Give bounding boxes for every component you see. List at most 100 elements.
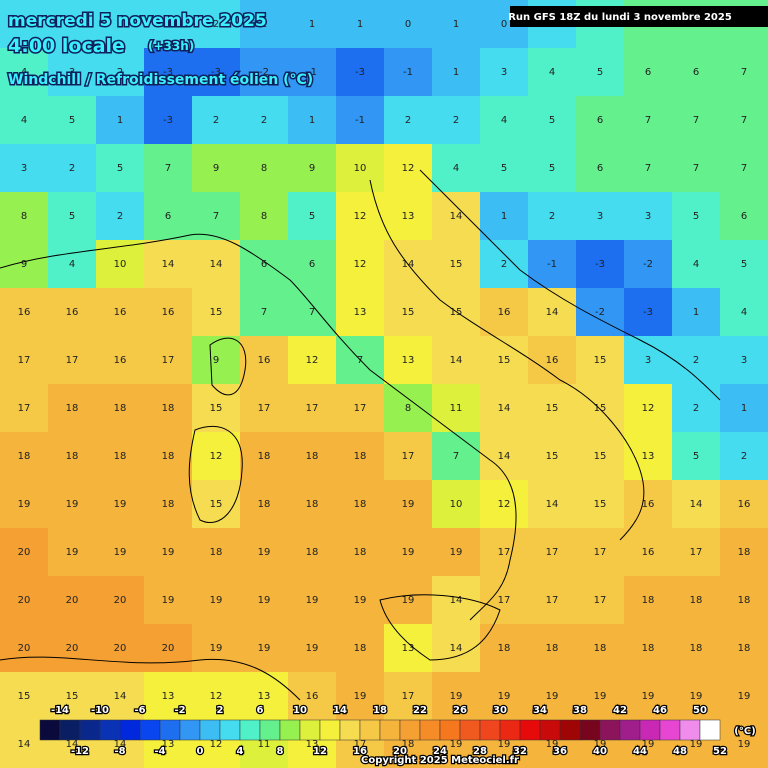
temperature-value: 5 bbox=[501, 163, 507, 174]
temperature-cell bbox=[576, 384, 625, 433]
temperature-value: 19 bbox=[306, 643, 319, 654]
temperature-cell bbox=[0, 384, 49, 433]
temperature-cell bbox=[144, 432, 193, 481]
temperature-value: 17 bbox=[354, 403, 367, 414]
temperature-cell bbox=[720, 672, 768, 721]
temperature-value: 6 bbox=[309, 259, 315, 270]
temperature-cell bbox=[528, 192, 577, 241]
temperature-cell bbox=[144, 240, 193, 289]
temperature-cell bbox=[480, 672, 529, 721]
temperature-cell bbox=[240, 0, 289, 49]
temperature-cell bbox=[144, 528, 193, 577]
temperature-value: 18 bbox=[258, 451, 271, 462]
temperature-value: 5 bbox=[309, 211, 315, 222]
temperature-cell bbox=[672, 432, 721, 481]
temperature-cell bbox=[720, 48, 768, 97]
temperature-value: 0 bbox=[501, 19, 507, 30]
temperature-cell bbox=[288, 288, 337, 337]
temperature-cell bbox=[96, 576, 145, 625]
temperature-value: -3 bbox=[643, 307, 653, 318]
temperature-cell bbox=[192, 336, 241, 385]
legend-label: 30 bbox=[493, 705, 507, 716]
temperature-cell bbox=[192, 240, 241, 289]
temperature-value: 1 bbox=[741, 403, 747, 414]
temperature-cell bbox=[336, 528, 385, 577]
temperature-value: 19 bbox=[738, 739, 751, 750]
temperature-value: 4 bbox=[741, 307, 747, 318]
temperature-value: 4 bbox=[453, 163, 459, 174]
temperature-value: -1 bbox=[355, 115, 365, 126]
temperature-cell bbox=[624, 48, 673, 97]
temperature-value: 2 bbox=[549, 211, 555, 222]
temperature-cell bbox=[576, 48, 625, 97]
temperature-cell bbox=[528, 48, 577, 97]
temperature-cell bbox=[144, 624, 193, 673]
temperature-value: 5 bbox=[693, 451, 699, 462]
legend-label: 20 bbox=[393, 746, 407, 757]
legend-swatch bbox=[299, 719, 321, 741]
temperature-cell bbox=[48, 672, 97, 721]
temperature-cell bbox=[96, 96, 145, 145]
legend-swatch bbox=[159, 719, 181, 741]
temperature-cell bbox=[240, 144, 289, 193]
temperature-value: 13 bbox=[162, 739, 175, 750]
temperature-value: 14 bbox=[498, 403, 511, 414]
temperature-value: 14 bbox=[546, 307, 559, 318]
temperature-cell bbox=[0, 48, 49, 97]
temperature-value: 19 bbox=[354, 691, 367, 702]
temperature-value: 17 bbox=[402, 691, 415, 702]
temperature-cell bbox=[192, 48, 241, 97]
temperature-cell bbox=[0, 480, 49, 529]
temperature-value: 20 bbox=[114, 595, 127, 606]
legend-label: 0 bbox=[197, 746, 204, 757]
temperature-cell bbox=[336, 0, 385, 49]
temperature-cell bbox=[480, 288, 529, 337]
temperature-value: 19 bbox=[546, 691, 559, 702]
temperature-value: 15 bbox=[546, 403, 559, 414]
temperature-value: -3 bbox=[211, 67, 221, 78]
temperature-value: -1 bbox=[403, 67, 413, 78]
coastline bbox=[0, 169, 721, 701]
temperature-cell bbox=[192, 624, 241, 673]
temperature-value: 17 bbox=[498, 547, 511, 558]
temperature-value: 15 bbox=[594, 499, 607, 510]
temperature-cell bbox=[528, 432, 577, 481]
temperature-cell bbox=[96, 0, 145, 49]
temperature-value: 3 bbox=[69, 67, 75, 78]
temperature-cell bbox=[672, 192, 721, 241]
temperature-cell bbox=[624, 480, 673, 529]
temperature-value: 14 bbox=[162, 259, 175, 270]
temperature-value: 11 bbox=[450, 403, 463, 414]
temperature-cell bbox=[240, 384, 289, 433]
temperature-value: 7 bbox=[309, 307, 315, 318]
temperature-cell bbox=[432, 0, 481, 49]
temperature-value: 12 bbox=[402, 163, 415, 174]
legend-label: -2 bbox=[174, 705, 185, 716]
legend-label: -14 bbox=[51, 705, 69, 716]
temperature-value: 3 bbox=[117, 19, 123, 30]
legend-swatch bbox=[179, 719, 201, 741]
temperature-cell bbox=[432, 240, 481, 289]
temperature-value: 14 bbox=[114, 691, 127, 702]
legend-swatch bbox=[99, 719, 121, 741]
temperature-cell bbox=[480, 336, 529, 385]
temperature-cell bbox=[384, 528, 433, 577]
temperature-cell bbox=[720, 144, 768, 193]
legend-swatch bbox=[59, 719, 81, 741]
temperature-cell bbox=[288, 192, 337, 241]
temperature-cell bbox=[336, 288, 385, 337]
temperature-value: 19 bbox=[210, 595, 223, 606]
legend-swatch bbox=[519, 719, 541, 741]
temperature-cell bbox=[528, 336, 577, 385]
temperature-value: -3 bbox=[163, 67, 173, 78]
temperature-cell bbox=[720, 384, 768, 433]
temperature-value: 15 bbox=[402, 307, 415, 318]
temperature-cell bbox=[0, 672, 49, 721]
temperature-cell bbox=[672, 96, 721, 145]
temperature-value: 18 bbox=[594, 643, 607, 654]
temperature-value: -1 bbox=[547, 259, 557, 270]
temperature-value: 14 bbox=[18, 739, 31, 750]
temperature-value: 2 bbox=[501, 259, 507, 270]
temperature-value: 6 bbox=[693, 67, 699, 78]
temperature-cell bbox=[720, 624, 768, 673]
